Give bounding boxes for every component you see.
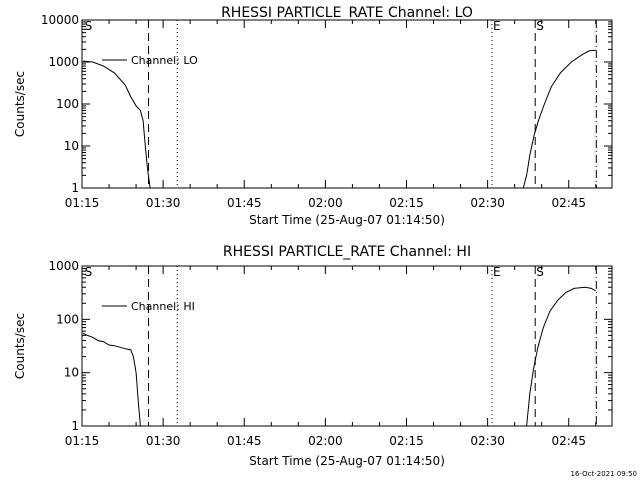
x-tick-label: 02:15 bbox=[389, 196, 424, 210]
x-tick-label: 02:45 bbox=[551, 434, 586, 448]
x-tick-label: 02:15 bbox=[389, 434, 424, 448]
series-line-2 bbox=[522, 49, 596, 188]
y-tick-label: 1 bbox=[71, 419, 79, 433]
marker-label: S bbox=[536, 19, 544, 33]
y-tick-label: 1 bbox=[71, 181, 79, 195]
y-axis-label: Counts/sec bbox=[13, 71, 27, 137]
x-tick-label: 02:30 bbox=[470, 196, 505, 210]
marker-label: E bbox=[493, 19, 501, 33]
y-axis-label: Counts/sec bbox=[13, 313, 27, 379]
y-tick-label: 10 bbox=[64, 366, 79, 380]
x-tick-label: 01:45 bbox=[227, 196, 262, 210]
marker-label: S bbox=[85, 265, 93, 279]
series-line-1 bbox=[83, 60, 151, 188]
marker-label: S bbox=[85, 19, 93, 33]
x-tick-label: 01:30 bbox=[146, 434, 181, 448]
x-tick-label: 01:45 bbox=[227, 434, 262, 448]
x-tick-label: 01:15 bbox=[65, 196, 100, 210]
x-tick-label: 02:00 bbox=[308, 434, 343, 448]
y-tick-label: 1000 bbox=[48, 55, 79, 69]
x-axis-label: Start Time (25-Aug-07 01:14:50) bbox=[249, 454, 445, 468]
plot-frame bbox=[81, 19, 613, 189]
y-tick-label: 1000 bbox=[48, 259, 79, 273]
chart-title: RHESSI PARTICLE_RATE Channel: LO bbox=[221, 5, 473, 21]
legend-label: Channel: HI bbox=[131, 300, 195, 313]
timestamp: 16-Oct-2021 09:50 bbox=[571, 470, 637, 478]
y-tick-label: 100 bbox=[56, 97, 79, 111]
marker-label: E bbox=[493, 265, 501, 279]
x-tick-label: 02:45 bbox=[551, 196, 586, 210]
y-tick-label: 100 bbox=[56, 312, 79, 326]
plot-frame bbox=[81, 265, 613, 427]
marker-label: S bbox=[536, 265, 544, 279]
legend-label: Channel: LO bbox=[131, 54, 198, 67]
y-tick-label: 10 bbox=[64, 139, 79, 153]
series-line-2 bbox=[526, 286, 597, 426]
x-tick-label: 02:30 bbox=[470, 434, 505, 448]
x-tick-label: 01:15 bbox=[65, 434, 100, 448]
x-tick-label: 01:30 bbox=[146, 196, 181, 210]
y-tick-label: 10000 bbox=[41, 13, 79, 27]
chart-title: RHESSI PARTICLE_RATE Channel: HI bbox=[223, 244, 471, 260]
series-line-1 bbox=[82, 332, 141, 426]
x-axis-label: Start Time (25-Aug-07 01:14:50) bbox=[249, 213, 445, 227]
x-tick-label: 02:00 bbox=[308, 196, 343, 210]
